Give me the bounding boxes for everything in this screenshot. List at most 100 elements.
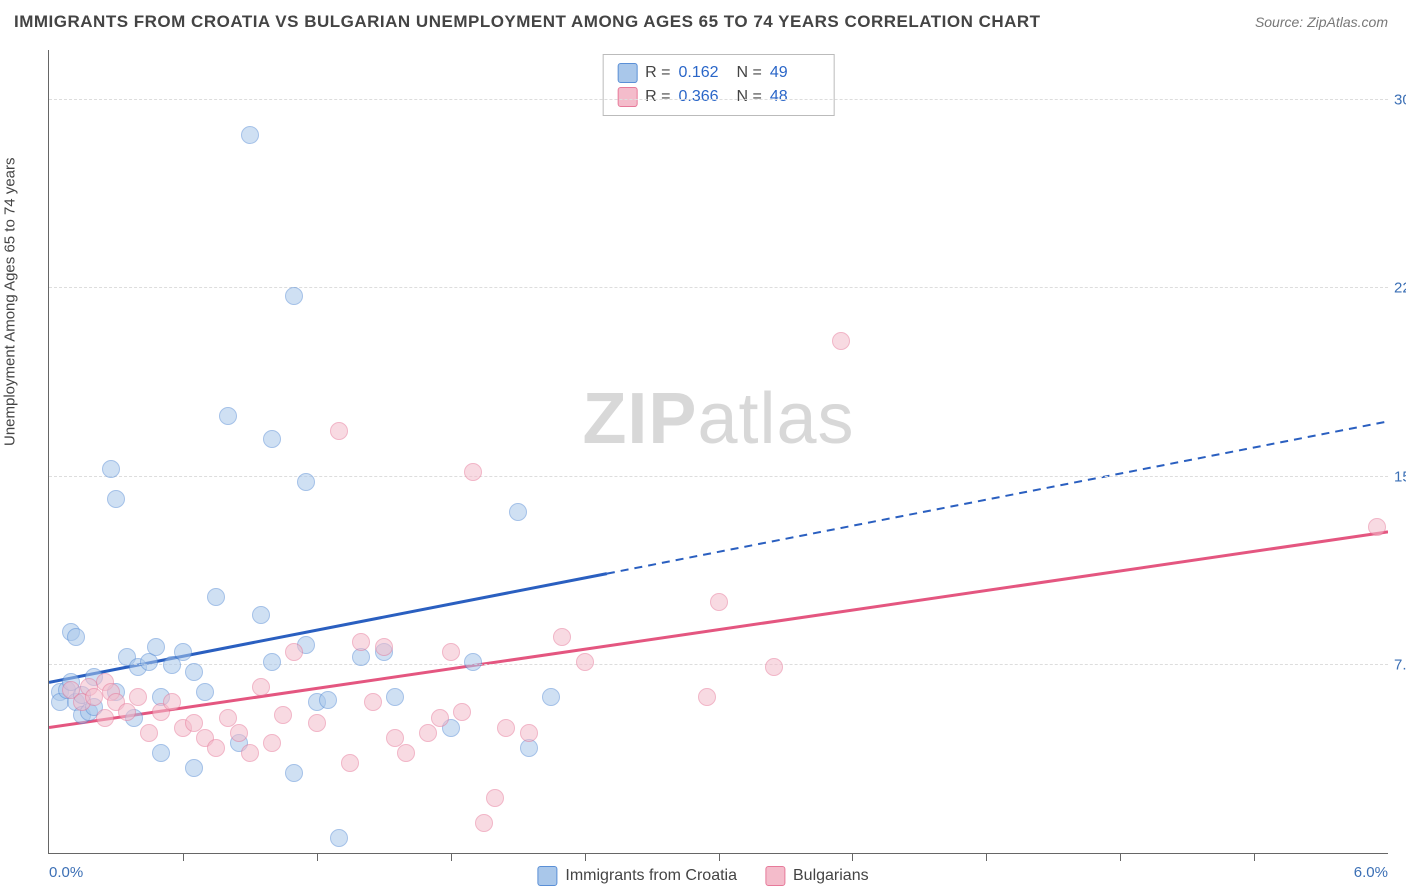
y-tick-label: 22.5%	[1394, 280, 1406, 297]
point-series1	[263, 653, 281, 671]
stats-row-series1: R = 0.162 N = 49	[617, 61, 820, 85]
point-series1	[174, 643, 192, 661]
point-series2	[118, 703, 136, 721]
point-series1	[219, 407, 237, 425]
trend-lines-layer	[49, 50, 1388, 853]
point-series2	[364, 693, 382, 711]
point-series2	[341, 754, 359, 772]
x-axis-min-label: 0.0%	[49, 864, 83, 881]
swatch-series1	[617, 63, 637, 83]
point-series1	[107, 490, 125, 508]
point-series2	[230, 724, 248, 742]
x-tick	[719, 853, 720, 861]
point-series2	[486, 789, 504, 807]
swatch-series2	[617, 87, 637, 107]
point-series2	[553, 628, 571, 646]
trend-line-dashed	[607, 421, 1388, 573]
point-series1	[319, 691, 337, 709]
trend-line-solid	[49, 532, 1388, 728]
point-series1	[67, 628, 85, 646]
point-series2	[431, 709, 449, 727]
point-series1	[102, 460, 120, 478]
grid-line	[49, 664, 1388, 665]
point-series2	[576, 653, 594, 671]
point-series1	[285, 764, 303, 782]
watermark-thin: atlas	[697, 379, 854, 459]
watermark-bold: ZIP	[582, 379, 697, 459]
point-series2	[397, 744, 415, 762]
point-series2	[1368, 518, 1386, 536]
point-series2	[85, 688, 103, 706]
correlation-stats-box: R = 0.162 N = 49 R = 0.366 N = 48	[602, 54, 835, 116]
y-tick-label: 30.0%	[1394, 92, 1406, 109]
r-value-series2: 0.366	[679, 88, 729, 106]
chart-plot-area: ZIPatlas R = 0.162 N = 49 R = 0.366 N = …	[48, 50, 1388, 854]
point-series2	[241, 744, 259, 762]
legend-label-series1: Immigrants from Croatia	[565, 867, 737, 885]
legend-label-series2: Bulgarians	[793, 867, 869, 885]
point-series2	[330, 422, 348, 440]
r-value-series1: 0.162	[679, 64, 729, 82]
point-series1	[185, 759, 203, 777]
point-series2	[274, 706, 292, 724]
y-tick-label: 15.0%	[1394, 468, 1406, 485]
x-tick	[852, 853, 853, 861]
y-axis-title: Unemployment Among Ages 65 to 74 years	[2, 157, 19, 446]
chart-title: IMMIGRANTS FROM CROATIA VS BULGARIAN UNE…	[14, 12, 1041, 32]
point-series1	[147, 638, 165, 656]
point-series2	[832, 332, 850, 350]
bottom-legend: Immigrants from Croatia Bulgarians	[537, 866, 868, 886]
n-value-series1: 49	[770, 64, 820, 82]
point-series1	[252, 606, 270, 624]
legend-item-series1: Immigrants from Croatia	[537, 866, 737, 886]
point-series2	[453, 703, 471, 721]
point-series1	[542, 688, 560, 706]
point-series2	[765, 658, 783, 676]
stats-row-series2: R = 0.366 N = 48	[617, 85, 820, 109]
x-tick	[317, 853, 318, 861]
point-series2	[442, 643, 460, 661]
point-series2	[419, 724, 437, 742]
x-tick	[1120, 853, 1121, 861]
point-series2	[475, 814, 493, 832]
grid-line	[49, 99, 1388, 100]
legend-swatch-series2	[765, 866, 785, 886]
point-series1	[386, 688, 404, 706]
x-tick	[1254, 853, 1255, 861]
point-series2	[263, 734, 281, 752]
point-series2	[464, 463, 482, 481]
n-label: N =	[737, 88, 762, 106]
point-series2	[352, 633, 370, 651]
point-series2	[140, 724, 158, 742]
grid-line	[49, 287, 1388, 288]
point-series1	[263, 430, 281, 448]
legend-item-series2: Bulgarians	[765, 866, 869, 886]
watermark: ZIPatlas	[582, 378, 854, 460]
point-series1	[185, 663, 203, 681]
legend-swatch-series1	[537, 866, 557, 886]
x-tick	[585, 853, 586, 861]
point-series2	[96, 709, 114, 727]
y-tick-label: 7.5%	[1394, 656, 1406, 673]
r-label: R =	[645, 64, 670, 82]
point-series1	[152, 744, 170, 762]
point-series1	[196, 683, 214, 701]
point-series2	[308, 714, 326, 732]
n-value-series2: 48	[770, 88, 820, 106]
point-series2	[497, 719, 515, 737]
point-series1	[330, 829, 348, 847]
point-series2	[129, 688, 147, 706]
point-series2	[710, 593, 728, 611]
x-axis-max-label: 6.0%	[1354, 864, 1388, 881]
grid-line	[49, 476, 1388, 477]
point-series2	[375, 638, 393, 656]
point-series1	[207, 588, 225, 606]
point-series2	[698, 688, 716, 706]
r-label: R =	[645, 88, 670, 106]
point-series2	[520, 724, 538, 742]
point-series2	[252, 678, 270, 696]
point-series2	[207, 739, 225, 757]
point-series1	[297, 473, 315, 491]
source-attribution: Source: ZipAtlas.com	[1255, 14, 1388, 30]
point-series1	[464, 653, 482, 671]
